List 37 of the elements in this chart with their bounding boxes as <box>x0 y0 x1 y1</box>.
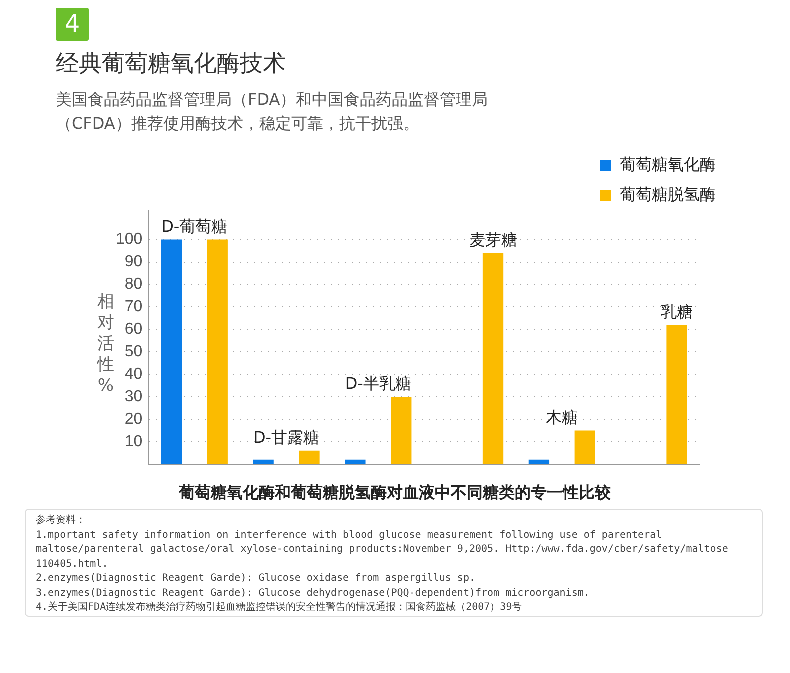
bar <box>482 253 504 464</box>
y-tick-label: 70 <box>124 298 143 316</box>
chart-title: 经典葡萄糖氧化酶技术 <box>56 50 286 79</box>
text: 参考资料： <box>36 514 87 528</box>
text: 4 <box>56 8 89 41</box>
chart-subtitle: 美国食品药品监督管理局（FDA）和中国食品药品监督管理局（CFDA）推荐使用酶技术，稳定可靠，抗干扰强。 <box>56 89 490 135</box>
x-tick-label: D-甘露糖 <box>253 428 320 448</box>
bar <box>299 450 320 464</box>
y-tick-label: 90 <box>124 254 143 271</box>
x-tick-label: 木糖 <box>546 408 578 427</box>
x-tick-label: 乳糖 <box>661 302 694 322</box>
bar <box>345 460 366 464</box>
y-tick-label: 40 <box>124 366 143 383</box>
y-tick-label: 80 <box>124 276 143 294</box>
legend-label: 葡萄糖脱氢酶 <box>620 184 716 206</box>
y-tick-label: 10 <box>124 433 143 450</box>
y-tick-label: 100 <box>116 231 143 248</box>
x-tick-label: 麦芽糖 <box>469 230 518 250</box>
x-tick-label: D-葡萄糖 <box>162 216 228 236</box>
text: 1.mportant safety information on interference with blood glucose measurement following use of parenteral maltose/parenteral galactose/oral xylose-containing products:November 9,2005. Http:/www.fda.gov/cber/safety/maltose 110405.html. <box>36 528 730 572</box>
bar <box>161 240 182 464</box>
y-tick-label: 50 <box>124 344 143 361</box>
y-axis-title: 相对活性% <box>96 292 116 397</box>
y-tick-label: 20 <box>124 410 143 428</box>
bar <box>574 430 596 464</box>
y-tick-label: 30 <box>124 388 143 406</box>
bar <box>253 460 274 464</box>
bar <box>666 325 688 464</box>
x-axis-title: 葡萄糖氧化酶和葡萄糖脱氢酶对血液中不同糖类的专一性比较 <box>178 483 612 504</box>
y-tick-label: 60 <box>124 321 143 338</box>
text: 4.关于美国FDA连续发布糖类治疗药物引起血糖监控错误的安全性警告的情况通报：国食药监械（2007）39号 <box>36 601 524 615</box>
x-tick-label: D-半乳糖 <box>345 374 412 394</box>
text: 3.enzymes(Diagnostic Reagent Garde): Glucose dehydrogenase(PQQ-dependent)from microorganism. <box>36 586 591 600</box>
bar <box>391 397 412 464</box>
text: 2.enzymes(Diagnostic Reagent Garde): Glucose oxidase from aspergillus sp. <box>36 572 476 586</box>
bar <box>207 240 228 464</box>
legend-label: 葡萄糖氧化酶 <box>620 154 716 176</box>
